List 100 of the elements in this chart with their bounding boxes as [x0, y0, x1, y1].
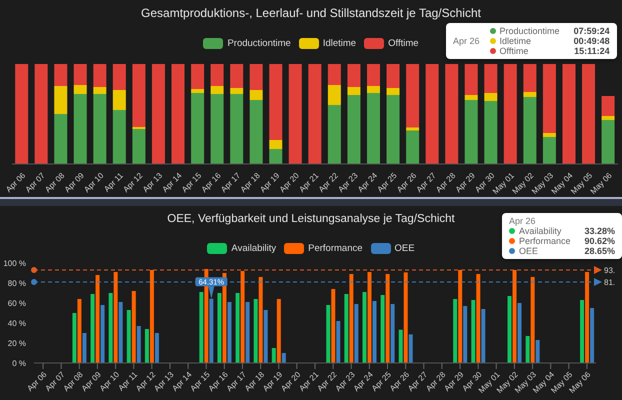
bar: [132, 291, 136, 363]
bar: [308, 64, 322, 164]
bar: [463, 306, 468, 363]
bar: [542, 64, 556, 133]
bar: [590, 308, 594, 363]
bar: [328, 105, 341, 164]
bar: [504, 64, 517, 164]
bar: [74, 94, 87, 164]
bar: [523, 64, 536, 92]
bar: [132, 64, 146, 127]
bar: [484, 64, 498, 93]
bar: [93, 64, 106, 87]
bar: [250, 90, 263, 100]
bar: [362, 292, 366, 363]
bar: [288, 64, 302, 164]
bar: [582, 64, 596, 164]
bar: [408, 334, 413, 363]
bar: [585, 272, 590, 363]
bar: [258, 277, 263, 363]
bar: [96, 275, 100, 363]
bar: [93, 94, 106, 164]
bar: [471, 300, 476, 363]
bar: [250, 64, 263, 90]
bar: [602, 96, 615, 116]
bar: [112, 64, 126, 90]
bar: [93, 87, 106, 94]
bar: [406, 64, 420, 128]
bar: [54, 114, 68, 164]
bar: [272, 348, 276, 363]
bar: [518, 303, 522, 363]
bar: [458, 270, 462, 363]
bar: [114, 272, 118, 363]
legend-label: Productiontime: [227, 38, 291, 49]
bar: [108, 293, 113, 363]
bar: [210, 86, 224, 94]
popup-card: Apr 26 Productiontime 07:59:24 Idletime 00:49:48 Offtime 15:11:24: [446, 23, 617, 59]
bar: [530, 277, 535, 363]
bar: [240, 271, 245, 363]
ref-line-label: 81.: [604, 278, 616, 287]
chart-title: OEE, Verfügbarkeit und Leistungsanalyse je Tag/Schicht: [167, 213, 455, 225]
bar: [74, 64, 87, 85]
bar: [172, 64, 185, 164]
bar: [250, 100, 263, 164]
bar: [199, 292, 204, 363]
bar: [390, 304, 395, 363]
legend-label: Performance: [308, 243, 363, 254]
bar: [328, 64, 341, 85]
bar: [230, 94, 244, 164]
bar: [523, 97, 536, 164]
y-tick-label: 20 %: [8, 339, 26, 348]
bar: [154, 333, 159, 363]
bar: [526, 336, 530, 363]
bar: [74, 85, 87, 94]
bar: [246, 302, 250, 363]
bar: [404, 272, 408, 363]
bar: [484, 93, 498, 101]
bar: [269, 149, 282, 164]
bar: [326, 305, 330, 363]
bar: [217, 293, 222, 363]
bar: [336, 321, 340, 363]
bar: [368, 272, 372, 363]
bar: [453, 299, 458, 363]
legend-label: Idletime: [322, 38, 356, 49]
bar: [150, 270, 154, 363]
bar: [144, 329, 149, 363]
legend-label: Offtime: [388, 38, 419, 49]
ref-line-label: 93.: [604, 266, 616, 275]
bar: [386, 64, 400, 88]
bar: [367, 93, 380, 164]
bar: [398, 330, 403, 363]
bar: [230, 64, 244, 88]
y-tick-label: 0 %: [12, 359, 26, 368]
bar: [386, 88, 400, 95]
bar: [112, 90, 126, 110]
chart-title: Gesamtproduktions-, Leerlauf- und Stillstandszeit je Tag/Schicht: [140, 6, 482, 20]
bar: [15, 64, 28, 164]
bar: [512, 270, 517, 363]
bar: [269, 140, 282, 149]
bar: [372, 301, 376, 363]
legend-label: Availability: [231, 243, 276, 254]
bar: [406, 127, 420, 131]
bar: [484, 101, 498, 164]
bar: [602, 116, 615, 120]
bar: [191, 93, 204, 164]
bar: [90, 294, 95, 363]
bar: [347, 95, 360, 164]
bar: [72, 313, 76, 363]
bar: [367, 64, 380, 86]
bar: [282, 353, 286, 363]
bar: [464, 100, 478, 164]
bar: [354, 304, 358, 363]
bar: [331, 289, 336, 363]
bar: [136, 326, 141, 363]
bar: [77, 299, 82, 363]
bar: [406, 130, 420, 164]
bar: [344, 294, 348, 363]
bar: [347, 87, 360, 95]
bar: [236, 293, 240, 363]
bar: [367, 86, 380, 93]
bar: [562, 64, 576, 164]
